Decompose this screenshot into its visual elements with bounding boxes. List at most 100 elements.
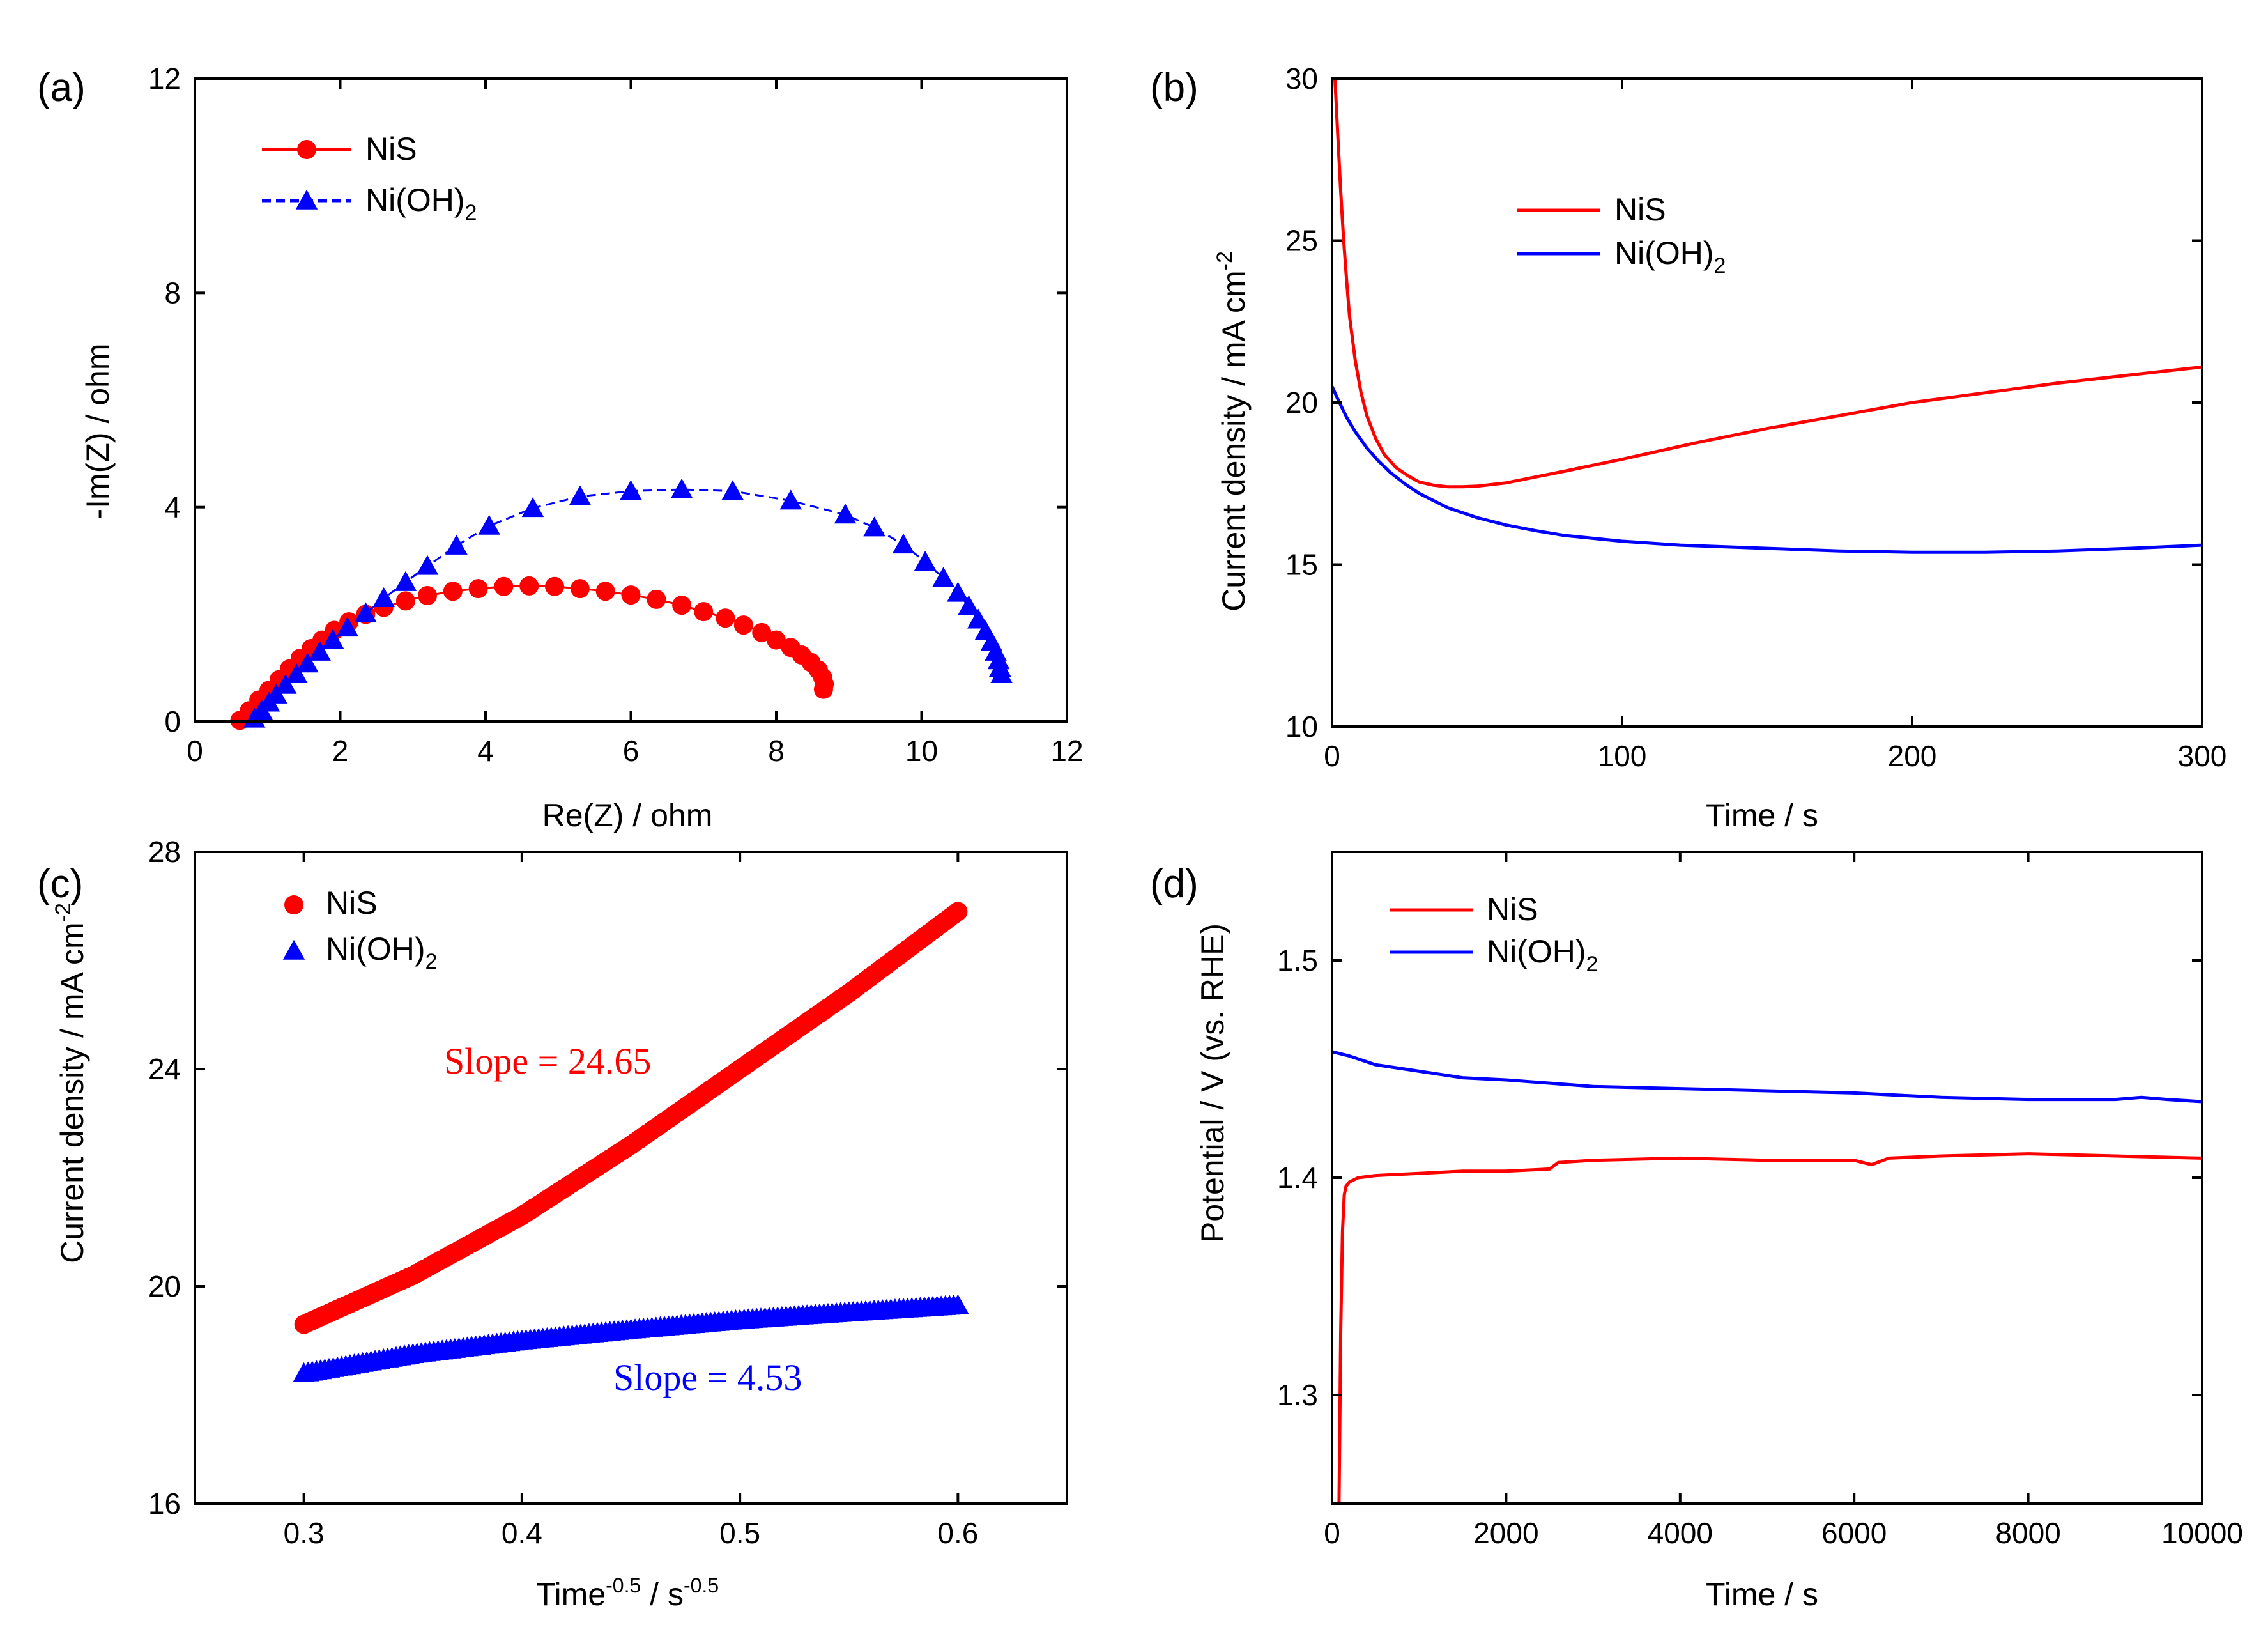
panel-b-series-0-line [1333,78,2203,489]
panel-a-legend-label-main: NiS [365,131,417,167]
panel-d-legend-label: NiS [1487,891,1538,927]
panel-d-series-0 [1337,1152,2203,1504]
panel-a-series-0-point [733,615,753,635]
panel-c-x-tick-label: 0.5 [719,1516,760,1550]
panel-b-y-tick-label: 15 [1285,548,1318,582]
panel-c-y-tick-label: 28 [148,835,181,868]
panel-c-series-0 [294,902,968,1334]
panel-a-series-0-point [468,579,488,599]
panel-d-series-1-line [1331,1050,2203,1104]
panel-b-legend-label-sub: 2 [1714,254,1726,278]
panel-a-series-1-point [914,550,937,571]
panel-c-x-tick-label: 0.3 [284,1516,325,1550]
panel-a-legend-label-main: Ni(OH) [365,182,465,218]
panel-b-y-tick-label: 25 [1285,224,1318,258]
panel-b-plot: 0 100 200 300 10 15 20 25 30 NiS Ni(OH)2 [1285,62,2227,773]
panel-b-legend: NiS Ni(OH)2 [1517,192,1726,278]
panel-d-legend-label-main: Ni(OH) [1487,934,1586,969]
panel-a-series-0-point [672,596,692,615]
panel-c-legend-marker [282,939,305,960]
panel-a-series-0-point [519,576,539,596]
panel-d-x-tick-label: 6000 [1821,1516,1887,1550]
panel-a-legend-label-sub: 2 [465,201,477,225]
panel-a-series-0-point [694,602,714,622]
panel-a-series-0-point [570,579,590,599]
panel-c-y-tick-label: 24 [148,1052,181,1086]
panel-c-y-axis-title: Current density / mA cm-2 [51,903,90,1263]
panel-a-legend-marker [297,140,316,159]
panel-b-y-axis-title: Current density / mA cm-2 [1213,251,1252,612]
panel-b-series-0 [1333,78,2203,489]
panel-a-x-tick-label: 8 [768,734,785,767]
panel-c-x-axis-title-main: Time [536,1576,606,1612]
panel-a-series-1-point [569,485,592,505]
panel-a-legend-label: NiS [365,131,417,167]
panel-a-y-axis-title: -Im(Z) / ohm [80,344,116,520]
panel-b-x-tick-label: 0 [1324,739,1340,773]
panel-d-y-tick-label: 1.3 [1277,1378,1318,1412]
panel-a-series-1-point [932,567,954,587]
panel-a-series-0-point [813,679,833,699]
panel-c-legend-label-main: NiS [326,885,378,921]
panel-a-series-0-point [647,589,666,609]
panel-a-series-1-point [967,608,990,629]
panel-a-series-0-point [767,630,786,650]
panel-d-x-tick-label: 0 [1324,1516,1340,1550]
panel-b-y-axis-title-main: Current density / mA cm [1216,270,1252,612]
panel-a-series-1-point [892,534,915,554]
panel-d-legend-label-main: NiS [1487,891,1538,927]
panel-c-series-1-point [947,1294,969,1314]
panel-b-x-tick-label: 100 [1598,739,1647,773]
panel-a-legend-marker [295,189,318,210]
panel-a-x-tick-label: 0 [187,734,203,767]
panel-a-series-1-point [372,587,395,607]
panel-b-y-tick-label: 30 [1285,62,1318,95]
panel-d-legend: NiS Ni(OH)2 [1390,891,1598,976]
panel-c-legend-label: NiS [326,885,378,921]
panel-b: 0 100 200 300 10 15 20 25 30 NiS Ni(OH)2 (b) Time … [1150,62,2226,833]
panel-a-series-1-point [620,480,642,500]
panel-d-x-axis-title: Time / s [1706,1576,1818,1612]
panel-c-y-axis-title-sup: -2 [51,903,75,922]
panel-a-series-1-point [416,555,439,575]
panel-a-series-1-point [309,640,331,661]
panel-a-label: (a) [37,66,86,110]
panel-a-series-1-point [296,652,319,673]
panel-a-y-tick-label: 0 [164,705,181,738]
panel-c-slope-annotation: Slope = 4.53 [613,1357,802,1398]
panel-b-y-tick-label: 10 [1285,710,1318,743]
panel-a-series-0-point [395,591,415,611]
panel-d-x-tick-label: 8000 [1995,1516,2060,1550]
panel-a-x-tick-label: 10 [905,734,938,767]
panel-c-plot: 0.3 0.4 0.5 0.6 16 20 24 28 NiS Ni(OH)2 Slope = 24… [148,835,1068,1550]
panel-d-series-1 [1331,1050,2203,1104]
panel-a-series-0-point [595,582,615,601]
panel-c-x-tick-label: 0.6 [937,1516,978,1550]
panel-c-y-tick-label: 20 [148,1270,181,1303]
panel-c-frame [194,851,1068,1505]
panel-a-series-1-point [863,516,885,537]
panel-b-x-tick-label: 200 [1888,739,1937,773]
panel-a-y-tick-label: 8 [164,276,181,309]
panel-c-x-tick-label: 0.4 [502,1516,542,1550]
panel-c-label: (c) [37,862,83,906]
panel-a-legend: NiS Ni(OH)2 [262,131,477,225]
panel-d-frame [1331,851,2203,1505]
panel-d-x-tick-label: 10000 [2161,1516,2243,1550]
panel-b-frame [1331,77,2203,728]
panel-d: 0 2000 4000 6000 8000 10000 1.3 1.4 1.5 NiS Ni(OH)… [1150,851,2243,1612]
panel-b-legend-label-main: NiS [1614,192,1666,227]
panel-a-series-1 [243,478,1013,728]
panel-c-y-axis-title-main: Current density / mA cm [54,922,90,1263]
panel-b-y-tick-label: 20 [1285,386,1318,419]
panel-c-x-axis-title-sup1: -0.5 [606,1574,641,1597]
panel-a-series-0-point [621,585,641,605]
panel-a-series-1-point [274,674,297,694]
panel-d-y-tick-label: 1.4 [1277,1161,1318,1194]
panel-a-series-1-point [834,504,857,524]
panel-a-series-1-point [478,514,500,535]
panel-a-frame [194,77,1068,723]
panel-c-slope-annotation: Slope = 24.65 [444,1040,651,1082]
